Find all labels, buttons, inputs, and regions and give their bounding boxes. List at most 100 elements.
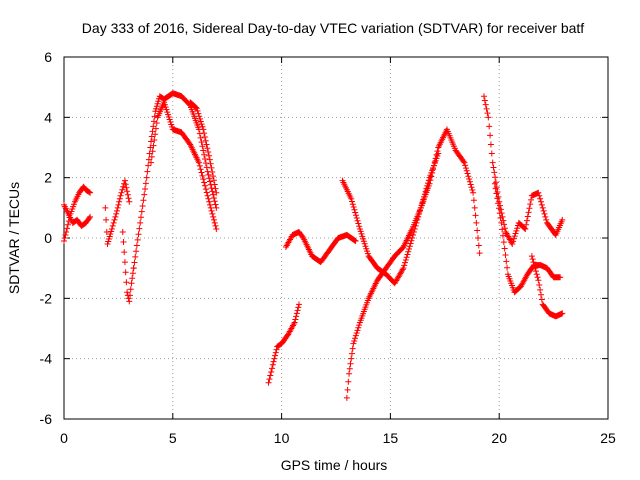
series-arc-d xyxy=(119,228,137,305)
data-point xyxy=(498,219,505,226)
data-point xyxy=(137,219,144,226)
x-tick-label: 0 xyxy=(60,430,68,446)
data-point xyxy=(122,269,129,276)
data-point xyxy=(462,165,469,172)
data-point xyxy=(405,248,412,255)
data-point xyxy=(499,226,506,233)
data-point xyxy=(142,185,149,192)
data-point xyxy=(418,202,425,209)
data-point xyxy=(205,152,212,159)
data-point xyxy=(102,204,109,211)
data-point xyxy=(538,296,545,303)
series-arc-c xyxy=(102,177,133,248)
data-point xyxy=(126,298,133,305)
data-point xyxy=(198,169,205,176)
data-point xyxy=(201,133,208,140)
data-point xyxy=(538,201,545,208)
series-arc-h xyxy=(265,301,303,386)
data-point xyxy=(151,136,158,143)
data-point xyxy=(107,230,114,237)
data-point xyxy=(135,231,142,238)
data-point xyxy=(198,139,205,146)
data-point xyxy=(120,239,127,246)
data-point xyxy=(407,240,414,247)
data-point xyxy=(131,259,138,266)
y-tick-label: -4 xyxy=(40,351,53,367)
data-point xyxy=(207,160,214,167)
data-point xyxy=(352,332,359,339)
data-point xyxy=(200,126,207,133)
y-axis-label: SDTVAR / TECUs xyxy=(6,182,22,294)
data-point xyxy=(293,310,300,317)
data-point xyxy=(269,361,276,368)
data-point xyxy=(521,225,528,232)
data-point xyxy=(155,98,162,105)
data-point xyxy=(194,107,201,114)
series-arc-b xyxy=(61,183,94,245)
data-point xyxy=(206,175,213,182)
data-point xyxy=(348,355,355,362)
data-point xyxy=(485,114,492,121)
data-point xyxy=(199,123,206,130)
data-point xyxy=(480,93,487,100)
data-point xyxy=(421,193,428,200)
data-point xyxy=(532,265,539,272)
data-point xyxy=(202,186,209,193)
data-point xyxy=(206,156,213,163)
data-point xyxy=(124,289,131,296)
data-point xyxy=(543,216,550,223)
data-point xyxy=(425,177,432,184)
data-point xyxy=(537,198,544,205)
data-point xyxy=(208,185,215,192)
data-point xyxy=(196,162,203,169)
data-point xyxy=(124,188,131,195)
data-point xyxy=(271,355,278,362)
data-point xyxy=(123,184,130,191)
data-point xyxy=(212,222,219,229)
data-point xyxy=(493,190,500,197)
data-point xyxy=(483,105,490,112)
data-point xyxy=(399,266,406,273)
data-point xyxy=(213,189,220,196)
data-point xyxy=(123,279,130,286)
data-point xyxy=(203,141,210,148)
data-point xyxy=(494,195,501,202)
data-point xyxy=(345,378,352,385)
data-point xyxy=(61,235,68,241)
data-point xyxy=(62,231,69,238)
data-point xyxy=(417,204,424,211)
data-point xyxy=(197,166,204,173)
data-point xyxy=(512,230,519,237)
data-point xyxy=(466,178,473,185)
data-point xyxy=(542,213,549,220)
data-point xyxy=(63,228,70,235)
data-point xyxy=(466,176,473,183)
data-point xyxy=(490,164,497,171)
data-point xyxy=(470,189,477,196)
data-point xyxy=(348,350,355,357)
data-point xyxy=(201,151,208,158)
data-point xyxy=(400,265,407,272)
data-point xyxy=(202,182,209,189)
data-point xyxy=(108,228,115,235)
data-point xyxy=(201,130,208,137)
data-point xyxy=(482,101,489,108)
data-point xyxy=(501,225,508,232)
data-point xyxy=(352,212,359,219)
data-point xyxy=(137,214,144,221)
data-point xyxy=(527,201,534,208)
series-arc-j xyxy=(339,126,483,287)
data-point xyxy=(113,207,120,214)
data-point xyxy=(352,238,359,245)
axis-ticks: 0 5 10 15 20 25 -6 -4 -2 0 2 4 6 xyxy=(40,49,616,446)
data-point xyxy=(87,213,94,220)
data-point xyxy=(353,330,360,337)
data-point xyxy=(64,225,71,232)
data-point xyxy=(153,103,160,110)
data-point xyxy=(524,213,531,220)
data-point xyxy=(205,195,212,202)
data-point xyxy=(557,274,564,281)
data-point xyxy=(355,220,362,227)
data-point xyxy=(474,227,481,234)
y-tick-label: 4 xyxy=(44,109,52,125)
